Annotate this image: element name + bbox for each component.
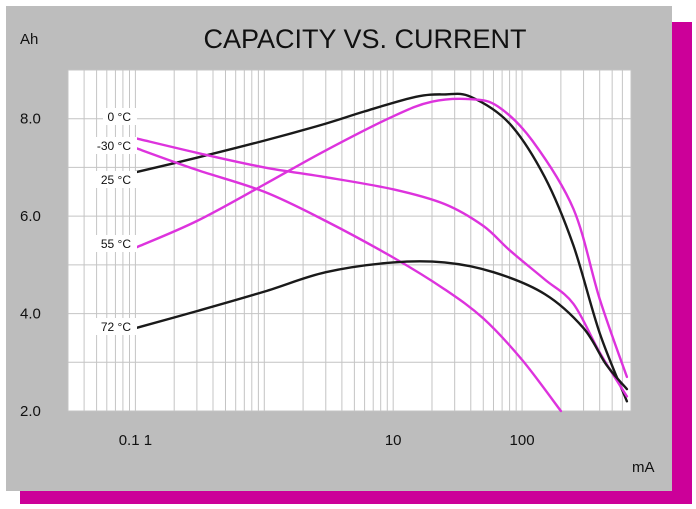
series-line--30c bbox=[134, 137, 629, 398]
plot-area bbox=[68, 70, 631, 411]
series-line-55c bbox=[134, 97, 629, 379]
series-label: -30 °C bbox=[97, 139, 131, 153]
series-label-box bbox=[89, 137, 137, 154]
y-tick-label: 4.0 bbox=[20, 306, 41, 323]
axis-ticks: 2.0 4.0 6.0 8.0 0.1 1 10 100 bbox=[20, 111, 535, 449]
series-lines bbox=[134, 92, 629, 413]
series-label-box bbox=[96, 235, 137, 252]
series-label-box bbox=[96, 171, 137, 188]
x-tick-label: 0.1 1 bbox=[119, 432, 152, 449]
chart-title: CAPACITY VS. CURRENT bbox=[203, 24, 526, 54]
x-axis-unit: mA bbox=[632, 459, 655, 476]
x-tick-label: 100 bbox=[510, 432, 535, 449]
series-label: 25 °C bbox=[101, 173, 131, 187]
y-tick-label: 8.0 bbox=[20, 111, 41, 128]
series-label: 0 °C bbox=[108, 110, 132, 124]
y-tick-label: 6.0 bbox=[20, 208, 41, 225]
y-tick-label: 2.0 bbox=[20, 403, 41, 420]
series-labels: 0 °C -30 °C 25 °C 55 °C 72 °C bbox=[89, 108, 137, 335]
y-axis-unit: Ah bbox=[20, 31, 38, 48]
series-label: 55 °C bbox=[101, 237, 131, 251]
series-label-box bbox=[96, 318, 137, 335]
x-tick-label: 10 bbox=[385, 432, 402, 449]
series-label-box bbox=[103, 108, 137, 125]
series-line-25c bbox=[134, 146, 563, 413]
series-label: 72 °C bbox=[101, 320, 131, 334]
series-line-72c bbox=[134, 260, 629, 391]
series-line-0c bbox=[134, 92, 629, 403]
